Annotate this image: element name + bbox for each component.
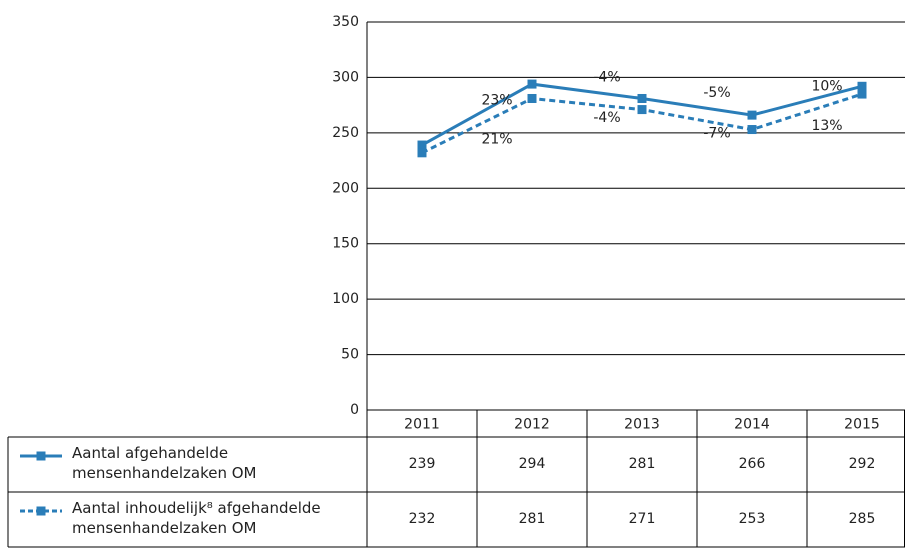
table-value: 294 — [519, 456, 546, 472]
table-value: 266 — [739, 456, 766, 472]
point-marker — [527, 79, 537, 89]
y-tick-label: 300 — [332, 69, 359, 85]
change-label: -5% — [703, 85, 730, 101]
legend-label: Aantal afgehandelde mensenhandelzaken OM — [72, 444, 257, 482]
table-value: 232 — [409, 511, 436, 527]
change-label: -4% — [593, 110, 620, 126]
x-tick-label: 2014 — [734, 417, 770, 433]
table-value: 281 — [629, 456, 656, 472]
x-tick-label: 2015 — [844, 417, 880, 433]
y-tick-label: 50 — [341, 347, 359, 363]
point-marker — [747, 125, 757, 135]
legend-marker — [36, 506, 46, 516]
table-value: 253 — [739, 511, 766, 527]
x-tick-label: 2013 — [624, 417, 660, 433]
legend-label: Aantal inhoudelijk⁸ afgehandelde mensenh… — [72, 499, 321, 537]
point-marker — [857, 81, 867, 91]
change-label: -4% — [593, 69, 620, 85]
table-value: 239 — [409, 456, 436, 472]
y-tick-label: 150 — [332, 236, 359, 252]
point-marker — [747, 110, 757, 120]
point-marker — [527, 93, 537, 103]
y-tick-label: 350 — [332, 14, 359, 30]
change-label: 10% — [811, 79, 842, 95]
table-value: 271 — [629, 511, 656, 527]
point-marker — [637, 105, 647, 115]
table-value: 285 — [849, 511, 876, 527]
change-label: 13% — [811, 118, 842, 134]
x-tick-label: 2011 — [404, 417, 440, 433]
y-tick-label: 200 — [332, 180, 359, 196]
change-label: -7% — [703, 126, 730, 142]
y-tick-label: 250 — [332, 125, 359, 141]
point-marker — [857, 89, 867, 99]
change-label: 21% — [481, 132, 512, 148]
point-marker — [637, 93, 647, 103]
table-value: 281 — [519, 511, 546, 527]
table-value: 292 — [849, 456, 876, 472]
y-tick-label: 0 — [350, 402, 359, 418]
change-label: 23% — [481, 93, 512, 109]
x-tick-label: 2012 — [514, 417, 550, 433]
y-tick-label: 100 — [332, 291, 359, 307]
legend-marker — [36, 451, 46, 461]
point-marker — [417, 148, 427, 158]
point-marker — [417, 140, 427, 150]
